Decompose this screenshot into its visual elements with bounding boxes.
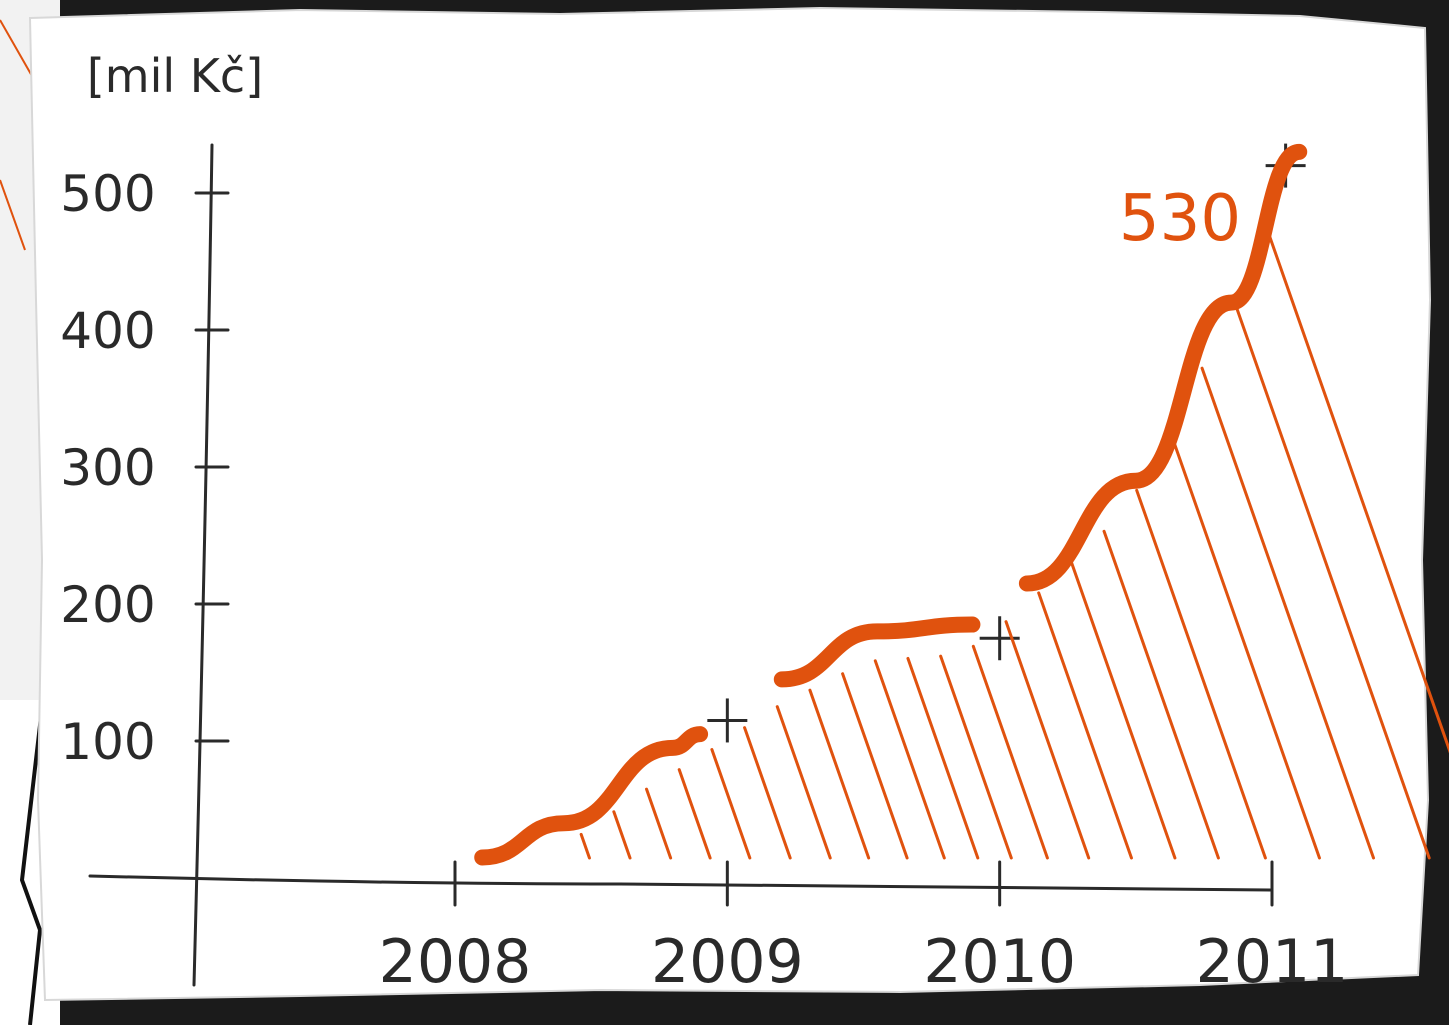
hatch-stroke bbox=[1135, 488, 1267, 860]
hatch-stroke bbox=[1069, 560, 1177, 860]
x-tick-label: 2010 bbox=[923, 927, 1076, 997]
hatch-stroke bbox=[1037, 591, 1133, 860]
y-tick-label: 500 bbox=[60, 165, 155, 223]
hatch-stroke bbox=[579, 832, 591, 860]
y-tick-label: 100 bbox=[60, 713, 155, 771]
series-line-segment bbox=[1018, 143, 1308, 592]
speech-bubble-outline bbox=[19, 707, 44, 1025]
peak-value-annotation: 530 bbox=[1119, 182, 1241, 256]
series-line-segment bbox=[474, 726, 709, 866]
x-tick-label: 2011 bbox=[1196, 927, 1349, 997]
x-tick-label: 2009 bbox=[651, 927, 804, 997]
hatch-stroke bbox=[808, 688, 871, 860]
hatch-stroke bbox=[1233, 300, 1431, 860]
x-axis bbox=[88, 874, 1272, 892]
hatch-stroke bbox=[971, 644, 1049, 860]
hatch-stroke bbox=[1265, 228, 1449, 754]
hatch-stroke bbox=[743, 726, 792, 860]
y-tick-label: 300 bbox=[60, 439, 155, 497]
y-tick-label: 200 bbox=[60, 576, 155, 634]
paper-sheet bbox=[28, 6, 1432, 1002]
hatch-stroke bbox=[1167, 427, 1321, 860]
hatch-stroke bbox=[612, 810, 632, 860]
hatch-stroke bbox=[1200, 366, 1376, 860]
hatch-stroke bbox=[939, 654, 1013, 860]
y-unit-label: [mil Kč] bbox=[87, 49, 263, 103]
hatch-stroke bbox=[677, 768, 712, 860]
hatch-stroke bbox=[710, 748, 752, 860]
series-lines bbox=[474, 143, 1308, 866]
chart-labels: [mil Kč] 530 bbox=[87, 49, 1241, 256]
y-tick-label: 400 bbox=[60, 302, 155, 360]
x-tick-label: 2008 bbox=[379, 927, 532, 997]
hatch-stroke bbox=[873, 659, 946, 860]
hatch-stroke bbox=[841, 672, 909, 860]
axes: 100 200 300 400 500 2008 2009 2010 2011 bbox=[60, 143, 1349, 997]
hatch-stroke bbox=[775, 705, 832, 860]
y-axis bbox=[192, 143, 214, 987]
hatch-stroke bbox=[1004, 620, 1091, 860]
hatch-stroke bbox=[1102, 529, 1220, 860]
series-line-segment bbox=[773, 616, 981, 688]
hatch-stroke bbox=[906, 656, 980, 860]
area-hatching bbox=[579, 228, 1449, 860]
hatch-stroke bbox=[645, 787, 673, 860]
left-scrap-stroke bbox=[0, 179, 26, 251]
